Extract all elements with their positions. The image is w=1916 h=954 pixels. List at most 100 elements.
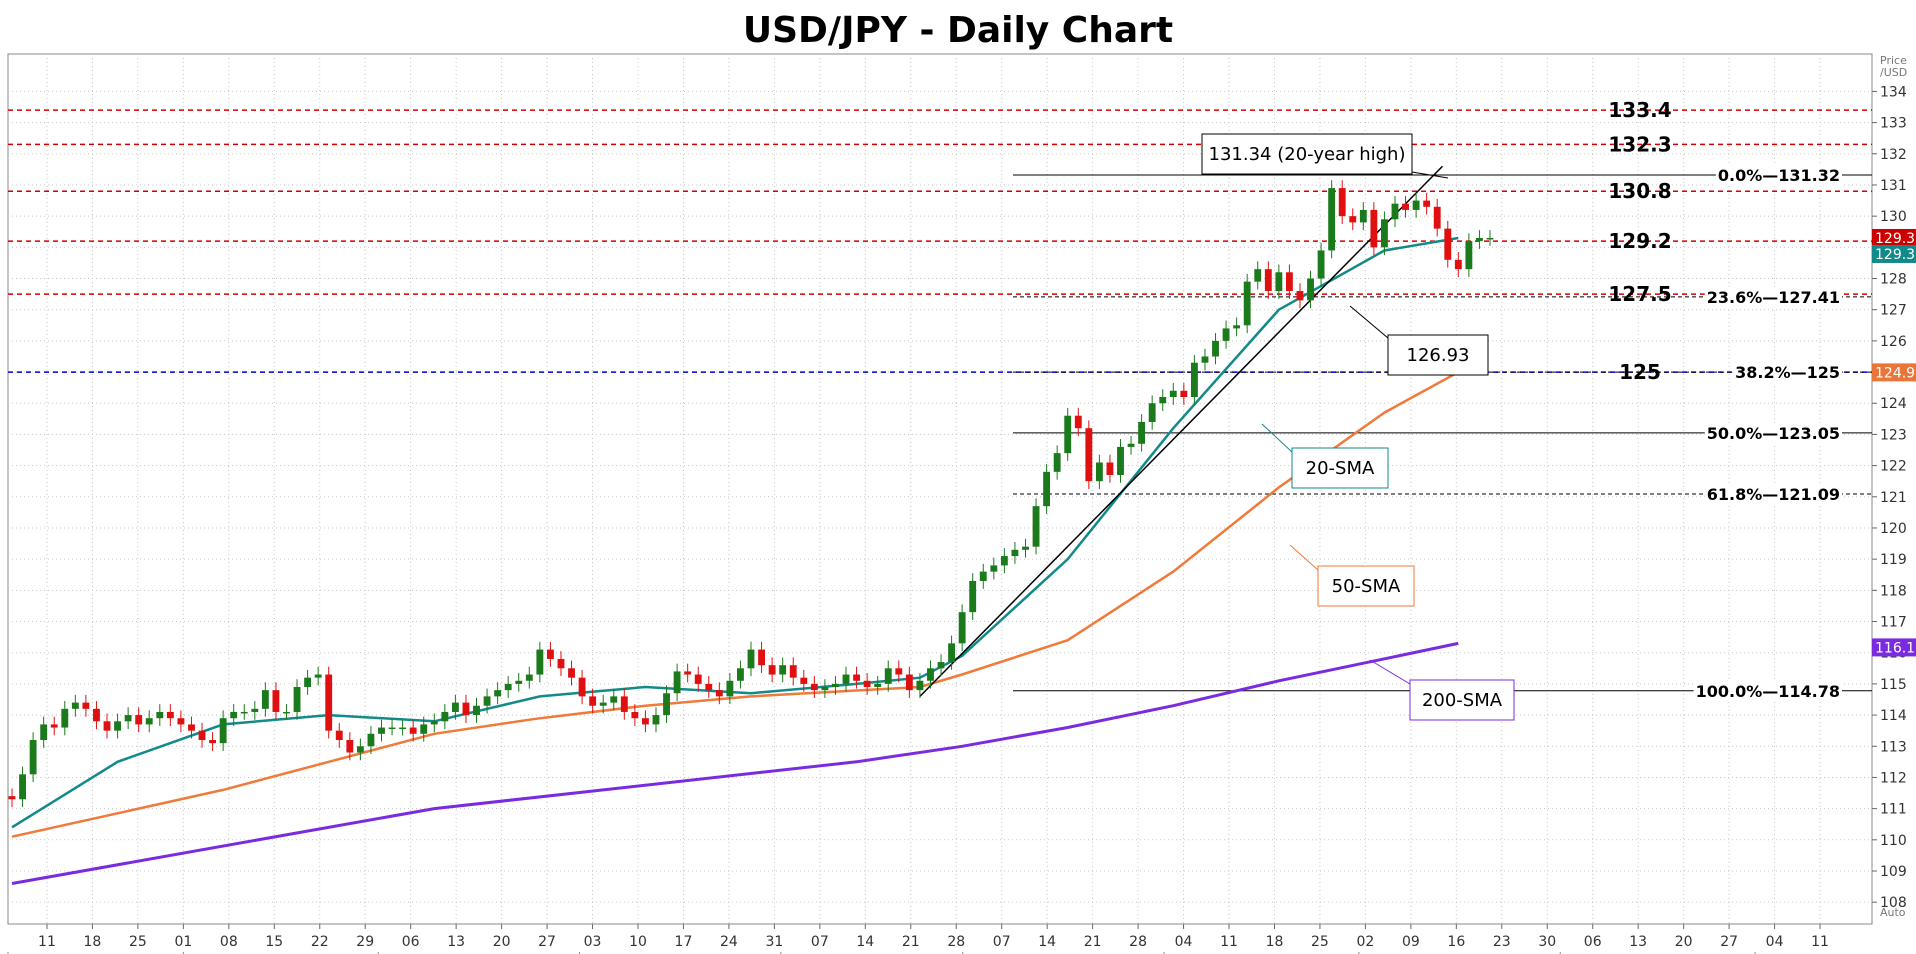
candle-body: [1243, 281, 1251, 326]
candle-body: [367, 733, 375, 747]
candle-body: [715, 690, 723, 697]
candle-body: [1011, 549, 1019, 557]
x-tick-label: 27: [1720, 934, 1738, 950]
candle-body: [905, 674, 913, 691]
low-annotation: 126.93: [1407, 345, 1470, 366]
candle-body: [979, 571, 987, 581]
chart-title: USD/JPY - Daily Chart: [743, 10, 1173, 51]
x-tick-label: 18: [84, 934, 102, 950]
x-tick-label: 20: [1675, 934, 1693, 950]
x-tick-label: 01: [174, 934, 192, 950]
candle-body: [399, 727, 407, 730]
candle-body: [1433, 206, 1441, 229]
candle-body: [494, 690, 502, 697]
y-tick-label: 119: [1880, 552, 1907, 568]
candle-body: [378, 727, 385, 734]
candle-body: [1275, 272, 1283, 291]
candle-body: [800, 677, 808, 684]
candle-body: [135, 715, 143, 725]
candle-body: [810, 683, 818, 691]
y-axis-label: Price: [1880, 54, 1907, 67]
low-annotation-pointer: [1349, 305, 1389, 339]
candle-body: [145, 718, 153, 725]
candle-body: [832, 683, 839, 688]
candle-body: [1370, 209, 1378, 248]
y-tick-label: 108: [1880, 895, 1907, 911]
y-tick-label: 132: [1880, 147, 1907, 163]
candle-body: [726, 680, 734, 697]
y-tick-label: 131: [1880, 178, 1907, 194]
y-axis-label: /USD: [1880, 66, 1907, 79]
candle-body: [504, 683, 512, 691]
candle-body: [483, 696, 491, 706]
candle-body: [1349, 216, 1357, 223]
x-tick-label: 21: [902, 934, 920, 950]
candle-body: [430, 721, 438, 725]
candle-body: [61, 708, 69, 728]
high-annotation-box: [1201, 133, 1413, 175]
candle-body: [8, 796, 16, 800]
candle-body: [568, 668, 575, 678]
level-label: 132.3: [1608, 132, 1671, 156]
candle-body: [874, 683, 882, 688]
candle-body: [990, 565, 998, 572]
candle-body: [177, 718, 185, 725]
candle-body: [1465, 241, 1473, 270]
candle-body: [451, 702, 459, 712]
sma50-pointer: [1289, 544, 1319, 571]
candle-body: [1328, 188, 1336, 251]
x-tick-label: 28: [1129, 934, 1147, 950]
x-tick-label: 03: [584, 934, 602, 950]
candle-body: [473, 705, 480, 716]
sma20-label: 20-SMA: [1306, 458, 1375, 479]
candle-body: [620, 696, 628, 712]
candle-body: [863, 680, 871, 688]
price-tag: [1872, 638, 1916, 657]
fib-label-bg: [1704, 483, 1842, 505]
y-tick-label: 117: [1880, 615, 1907, 631]
candle-body: [1201, 356, 1209, 363]
fib-label: 100.0%—114.78: [1696, 682, 1840, 701]
x-tick-label: 25: [129, 934, 147, 950]
candle-body: [50, 724, 58, 728]
y-tick-label: 130: [1880, 209, 1907, 225]
y-tick-label: 112: [1880, 770, 1907, 786]
candle-body: [737, 668, 744, 681]
x-tick-label: 04: [1175, 934, 1193, 950]
y-tick-label: 122: [1880, 459, 1907, 475]
x-tick-label: 29: [356, 934, 374, 950]
x-tick-label: 02: [1356, 934, 1374, 950]
y-tick-label: 115: [1880, 677, 1907, 693]
fib-label: 38.2%—125: [1735, 363, 1840, 382]
y-tick-label: 127: [1880, 303, 1907, 319]
candle-body: [1285, 272, 1293, 291]
candle-layer: [8, 180, 1494, 808]
x-tick-label: 28: [947, 934, 965, 950]
candle-body: [283, 711, 290, 714]
candle-body: [82, 702, 90, 709]
candle-body: [536, 649, 544, 675]
y-tick-label: 120: [1880, 521, 1907, 537]
candle-body: [1085, 428, 1093, 482]
x-tick-label: 16: [1447, 934, 1465, 950]
x-tick-label: 24: [720, 934, 738, 950]
candle-body: [1032, 506, 1040, 547]
candle-body: [948, 643, 956, 663]
candle-body: [219, 718, 227, 744]
x-axis: 11 18 25 01 08 15 22 29 06 13 20 27 03 10 17 24 31 07 14 21…: [7, 923, 1872, 954]
candle-body: [1444, 228, 1452, 260]
price-tag-label: 129.30: [1875, 247, 1916, 263]
y-tick-label: 128: [1880, 272, 1907, 288]
candle-body: [1212, 340, 1219, 357]
candle-body: [103, 721, 111, 731]
y-axis: 1081091101111121131141151161171181191201…: [1872, 54, 1916, 919]
candle-body: [93, 708, 100, 722]
candle-body: [1391, 203, 1399, 220]
candle-body: [937, 662, 945, 669]
candle-body: [420, 724, 428, 734]
candle-body: [884, 668, 892, 684]
candle-body: [546, 649, 554, 659]
candle-body: [610, 696, 618, 703]
x-tick-label: 18: [1266, 934, 1284, 950]
price-tag: [1872, 244, 1916, 263]
